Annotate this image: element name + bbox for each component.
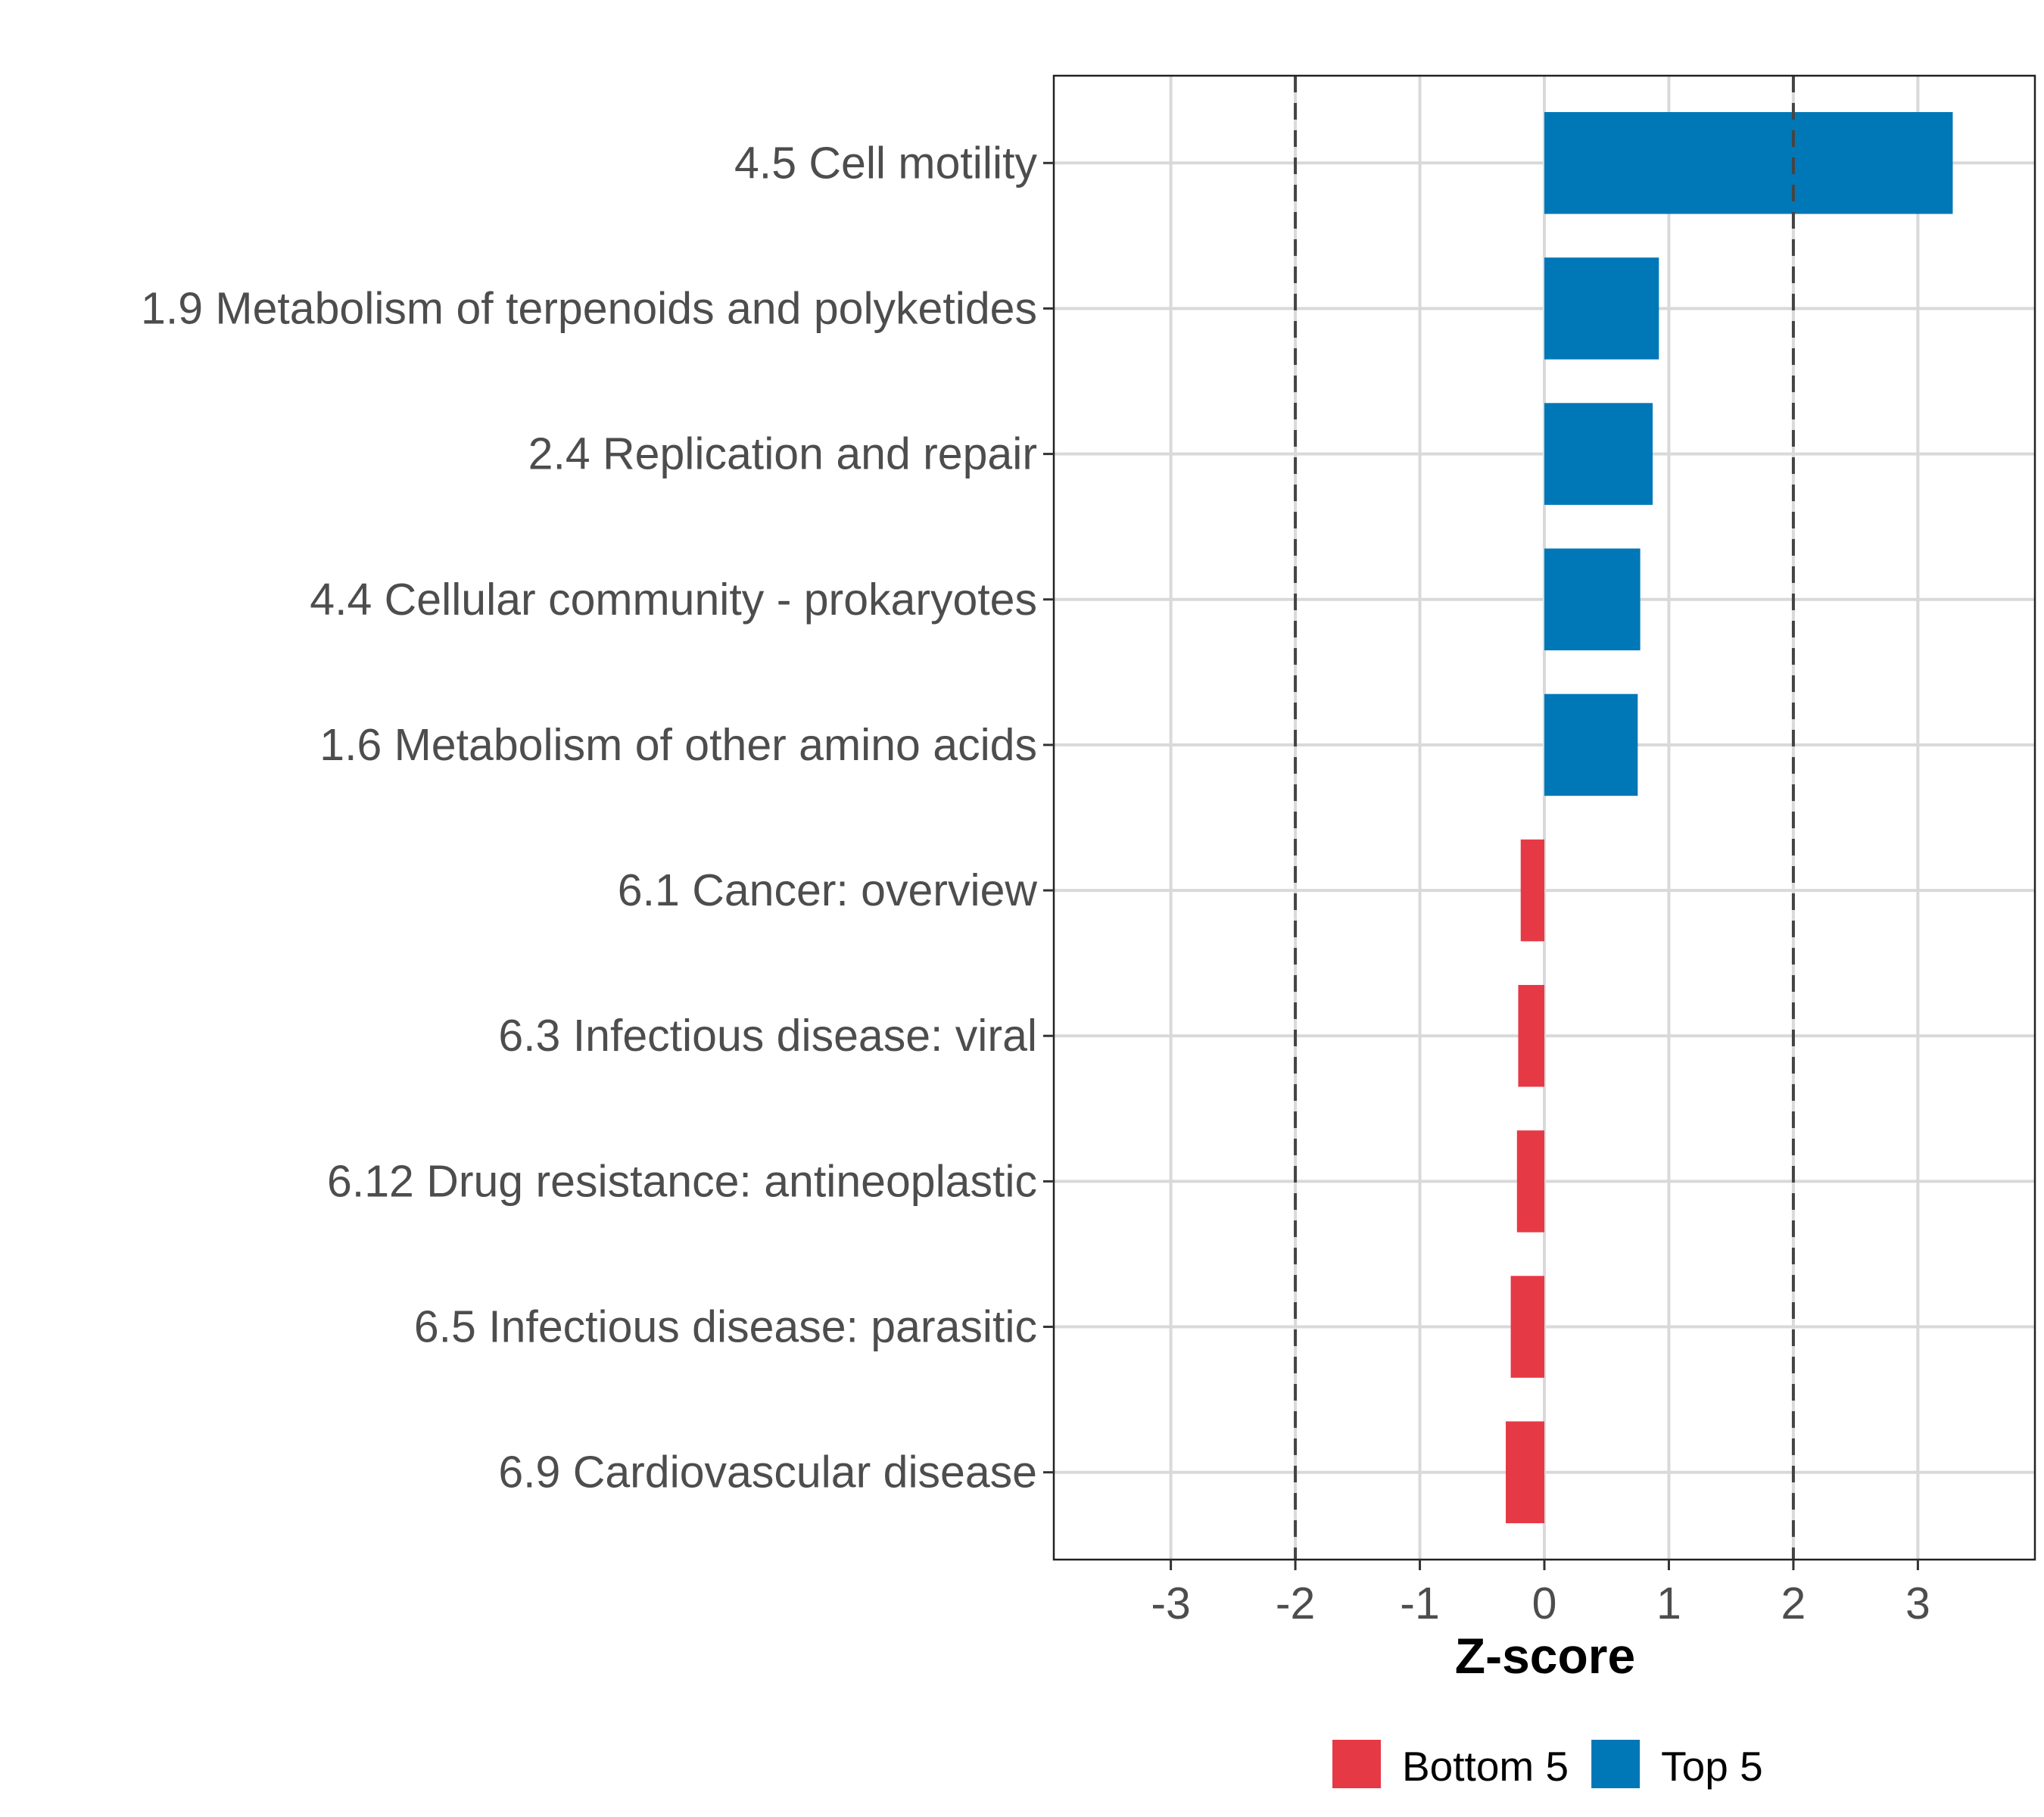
bar (1544, 112, 1953, 214)
x-tick-label: -1 (1400, 1579, 1439, 1628)
bar (1506, 1421, 1544, 1523)
y-axis-labels: 4.5 Cell motility 1.9 Metabolism of terpe… (141, 138, 1054, 1498)
bar (1516, 1130, 1544, 1233)
y-tick-label: 6.1 Cancer: overview (618, 865, 1038, 915)
x-axis-title: Z-score (1455, 1628, 1635, 1684)
legend: Bottom 5 Top 5 (1332, 1740, 1763, 1790)
x-tick-label: 1 (1656, 1579, 1681, 1628)
x-tick-label: 3 (1905, 1579, 1930, 1628)
bar (1544, 693, 1638, 796)
x-tick-label: 2 (1781, 1579, 1806, 1628)
y-tick-label: 6.9 Cardiovascular disease (498, 1448, 1037, 1498)
y-tick-label: 6.3 Infectious disease: viral (498, 1011, 1037, 1061)
y-tick-label: 1.9 Metabolism of terpenoids and polyket… (141, 283, 1037, 333)
legend-swatch (1591, 1740, 1640, 1788)
bar (1544, 548, 1640, 651)
bar (1510, 1276, 1544, 1378)
y-tick-label: 2.4 Replication and repair (528, 429, 1037, 479)
y-tick-label: 1.6 Metabolism of other amino acids (319, 720, 1037, 770)
legend-label: Bottom 5 (1402, 1743, 1569, 1790)
legend-swatch (1332, 1740, 1381, 1788)
y-tick-label: 6.12 Drug resistance: antineoplastic (327, 1156, 1037, 1206)
x-axis-labels: -3 -2 -1 0 1 2 3 (1151, 1560, 1930, 1628)
bar (1544, 403, 1653, 505)
legend-label: Top 5 (1661, 1743, 1763, 1790)
y-tick-label: 4.4 Cellular community - prokaryotes (310, 575, 1037, 625)
x-tick-label: -3 (1151, 1579, 1190, 1628)
reference-lines (1294, 76, 1795, 1560)
y-tick-label: 4.5 Cell motility (734, 138, 1038, 188)
bar (1544, 257, 1659, 360)
y-tick-label: 6.5 Infectious disease: parasitic (414, 1302, 1037, 1352)
x-tick-label: -2 (1276, 1579, 1315, 1628)
bars (1506, 112, 1953, 1523)
x-tick-label: 0 (1532, 1579, 1557, 1628)
bar (1520, 839, 1544, 942)
bar (1518, 984, 1544, 1087)
